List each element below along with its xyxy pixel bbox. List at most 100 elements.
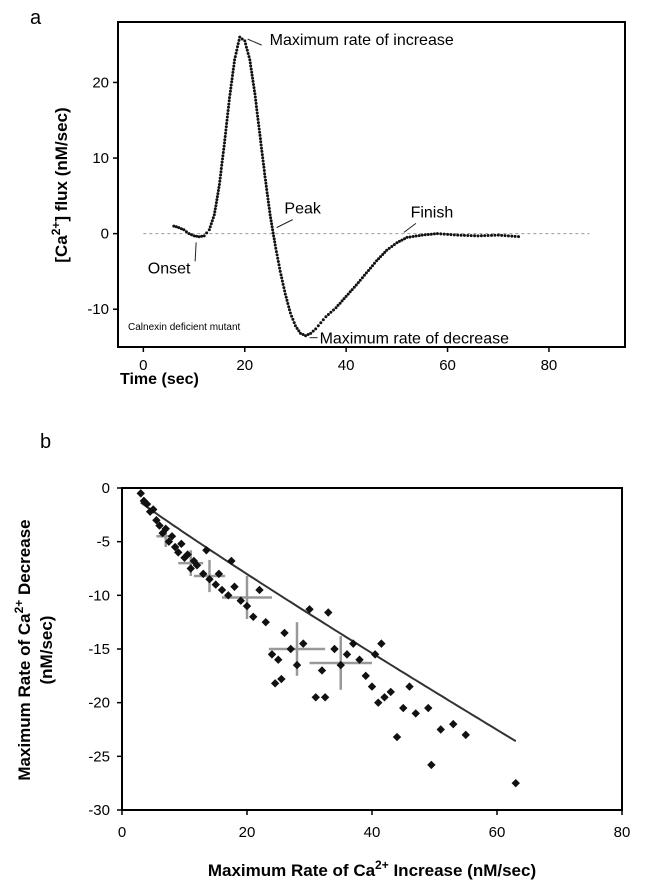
x-tick-label: 60 bbox=[439, 357, 456, 374]
trace-point bbox=[479, 234, 483, 238]
trace-point bbox=[195, 234, 199, 238]
trace-point bbox=[411, 235, 415, 238]
trace-point bbox=[264, 181, 268, 185]
trace-point bbox=[280, 276, 284, 280]
trace-point bbox=[225, 115, 229, 119]
trace-point bbox=[319, 321, 323, 325]
trace-point bbox=[258, 137, 262, 141]
trace-point bbox=[292, 321, 296, 325]
panel-b-y-axis-label-line2: (nM/sec) bbox=[37, 616, 56, 685]
data-point-diamond bbox=[292, 660, 302, 670]
trace-point bbox=[290, 314, 294, 318]
panel-b-x-label-part2: Increase (nM/sec) bbox=[389, 861, 536, 880]
trace-point bbox=[459, 233, 463, 237]
panel-b-y-label-part2: Decrease bbox=[15, 519, 34, 599]
trace-point bbox=[214, 201, 218, 205]
data-point-diamond bbox=[152, 516, 161, 525]
data-point-diamond bbox=[305, 605, 314, 614]
trace-point bbox=[182, 228, 186, 232]
trace-point bbox=[233, 58, 237, 62]
trace-point bbox=[260, 153, 264, 157]
trace-point bbox=[283, 289, 287, 293]
trace-point bbox=[385, 248, 389, 252]
data-point-diamond bbox=[336, 660, 345, 670]
trace-point bbox=[258, 133, 262, 137]
panel-b-y-label-part1: Maximum Rate of Ca bbox=[15, 613, 34, 781]
trace-point bbox=[268, 210, 272, 214]
trace-point bbox=[429, 232, 433, 236]
trace-point bbox=[287, 305, 291, 309]
trace-point bbox=[280, 279, 284, 283]
trace-point bbox=[227, 99, 231, 103]
annotation-label: Finish bbox=[411, 204, 454, 221]
y-tick-label: -20 bbox=[88, 695, 110, 712]
trace-point bbox=[259, 140, 263, 144]
trace-point bbox=[251, 79, 255, 83]
trace-point bbox=[253, 95, 257, 99]
trace-point bbox=[301, 333, 305, 336]
panel-a-x-axis-label: Time (sec) bbox=[120, 371, 199, 388]
data-point-diamond bbox=[230, 582, 239, 591]
trace-point bbox=[263, 175, 267, 179]
trace-point bbox=[256, 117, 260, 121]
trace-point bbox=[205, 231, 209, 235]
trace-point bbox=[223, 138, 227, 142]
trace-point bbox=[236, 42, 240, 46]
data-point-diamond bbox=[267, 650, 277, 659]
trace-point bbox=[449, 233, 453, 237]
data-point-diamond bbox=[205, 575, 214, 584]
trace-point bbox=[329, 310, 333, 314]
annotation-label: Maximum rate of decrease bbox=[320, 331, 510, 348]
trace-point bbox=[483, 234, 487, 238]
trace-point bbox=[264, 178, 267, 182]
trace-point bbox=[218, 176, 222, 180]
trace-point bbox=[265, 188, 269, 191]
trace-point bbox=[247, 55, 251, 59]
trace-point bbox=[273, 240, 277, 244]
trace-point bbox=[493, 233, 497, 237]
trace-point bbox=[316, 324, 320, 328]
data-point-diamond bbox=[255, 585, 264, 595]
y-tick-label: 10 bbox=[92, 150, 109, 167]
trace-point bbox=[274, 246, 278, 250]
trace-point bbox=[279, 273, 283, 277]
trace-point bbox=[179, 227, 183, 231]
trace-point bbox=[219, 173, 223, 177]
x-tick-label: 0 bbox=[118, 824, 126, 841]
rate-scatter-points bbox=[136, 489, 520, 788]
trace-point bbox=[379, 255, 383, 259]
data-point-diamond bbox=[367, 682, 377, 691]
trace-point bbox=[326, 313, 330, 316]
trace-point bbox=[172, 224, 176, 228]
trace-point bbox=[256, 121, 260, 125]
data-point-diamond bbox=[242, 601, 252, 611]
trace-point bbox=[227, 105, 230, 109]
trace-point bbox=[423, 233, 427, 237]
trace-point bbox=[354, 283, 358, 287]
panel-b-y-ticks: 0 -5 -10 -15 -20 -25 -30 bbox=[88, 480, 122, 819]
trace-point bbox=[260, 146, 263, 150]
trace-point bbox=[352, 285, 356, 289]
panel-b-x-ticks: 0 20 40 60 80 bbox=[118, 810, 630, 841]
trace-point bbox=[340, 299, 344, 303]
data-point-diamond bbox=[180, 553, 189, 562]
trace-point bbox=[202, 234, 206, 238]
data-point-diamond bbox=[224, 591, 233, 600]
data-point-diamond bbox=[392, 732, 402, 742]
data-point-diamond bbox=[236, 596, 245, 605]
y-tick-label: -10 bbox=[87, 301, 109, 318]
trace-point bbox=[228, 89, 232, 93]
panel-b-label: b bbox=[40, 431, 51, 453]
trace-point bbox=[222, 147, 226, 151]
data-point-diamond bbox=[511, 778, 520, 788]
trace-point bbox=[216, 189, 220, 192]
trace-point bbox=[358, 278, 362, 282]
y-tick-label: -25 bbox=[88, 748, 110, 765]
panel-b-y-label-superscript: 2+ bbox=[12, 600, 26, 614]
trace-point bbox=[252, 86, 256, 90]
trace-point bbox=[226, 109, 230, 112]
annotation-leader bbox=[194, 242, 197, 262]
data-point-diamond bbox=[377, 639, 386, 648]
trace-point bbox=[272, 237, 276, 241]
trace-point bbox=[232, 61, 236, 65]
